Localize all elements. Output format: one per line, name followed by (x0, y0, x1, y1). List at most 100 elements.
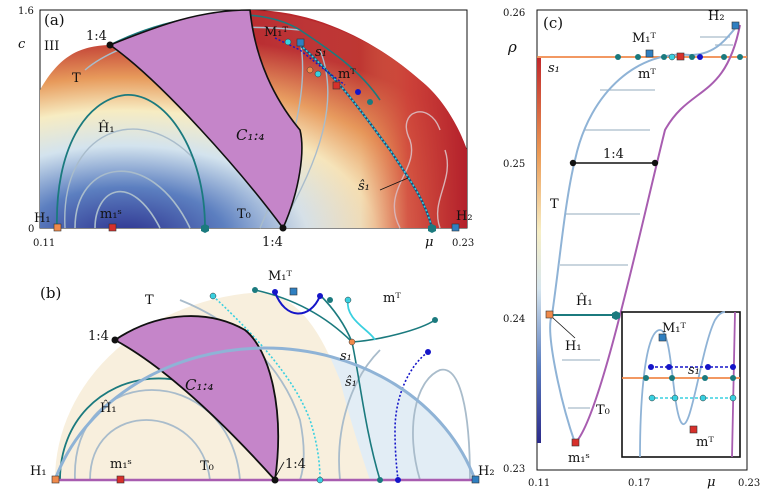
label-s1-c: s₁ (548, 61, 560, 76)
panel-c-rungs (560, 36, 733, 409)
region-label: III (44, 39, 59, 54)
h1hat-curve-a (56, 94, 206, 229)
marker-cyan-a (284, 38, 292, 46)
panel-c: (c) ρ 0.26 0.25 0.24 0.23 0.11 0.17 0.23… (503, 8, 760, 490)
label-r14-bottom-b: 1:4 (285, 457, 306, 472)
panel-a-contour (436, 149, 449, 229)
marker-teal-b2 (327, 297, 333, 303)
c14-region-a (108, 9, 303, 230)
marker-r14-top-b (111, 336, 119, 344)
marker-r14-bottom-a (279, 224, 287, 232)
label-t0-c: T₀ (596, 403, 610, 418)
marker-s1hat-end-a (428, 224, 436, 233)
marker-m1s-c (571, 438, 580, 447)
inset-marker (648, 364, 654, 370)
inset-frame (621, 311, 741, 458)
marker-blue-b3 (425, 349, 431, 355)
s1hat-pointer-a (379, 177, 409, 191)
marker-teal-b4 (377, 477, 383, 483)
label-r14-top-b: 1:4 (88, 329, 109, 344)
label-m1s-a: m₁ˢ (100, 207, 122, 222)
marker-s1-a (306, 66, 314, 74)
marker-h1hat-c (612, 311, 620, 320)
inset-marker (699, 394, 707, 402)
marker-blue-b1 (272, 289, 278, 295)
panel-b-contour (338, 349, 381, 481)
label-h1hat-b: Ĥ₁ (100, 400, 117, 416)
label-t0-b: T₀ (200, 459, 214, 474)
label-h1-c: H₁ (565, 339, 582, 354)
label-h2-b: H₂ (478, 464, 495, 479)
label-c14-b: C₁:₄ (185, 376, 214, 394)
panel-c-ytick-0: 0.26 (503, 8, 525, 19)
inset-marker (730, 364, 736, 370)
panel-a-contour (74, 170, 191, 229)
label-s1hat-b: ŝ₁ (345, 375, 357, 390)
marker-m1t-b (289, 287, 298, 296)
label-c14-a: C₁:₄ (236, 126, 265, 144)
c14-region-b (113, 315, 280, 483)
panel-a-ytick-bottom: 0 (28, 224, 34, 235)
marker-teal-c2 (635, 54, 641, 60)
r14-pointer-b (275, 461, 285, 477)
t-boundary-b (53, 346, 477, 481)
inset-label-mt: mᵀ (696, 435, 714, 450)
panel-b: (b) M₁ᵀ T mᵀ 1:4 C₁:₄ Ĥ₁ s₁ ŝ₁ H₁ m₁ˢ T₀… (30, 269, 495, 484)
label-mt-c: mᵀ (638, 67, 656, 82)
panel-c-colorbar (537, 58, 541, 443)
label-s1-b: s₁ (340, 349, 352, 364)
s1-curve-b-2 (351, 341, 381, 481)
marker-blue-b2 (317, 293, 323, 299)
label-h1-a: H₁ (34, 211, 51, 226)
marker-r14-bottom-b (271, 476, 279, 484)
panel-c-ytick-2: 0.24 (503, 314, 525, 325)
inset-label-s1: s₁ (688, 363, 700, 378)
marker-teal-c4 (689, 54, 695, 60)
panel-a-contour (64, 128, 196, 229)
label-m1t-b: M₁ᵀ (268, 269, 293, 284)
marker-blue-c1 (697, 54, 703, 60)
marker-h1-c (545, 310, 554, 319)
label-m1s-c: m₁ˢ (568, 451, 590, 466)
inset-mt-marker (689, 425, 698, 434)
label-t-b: T (145, 293, 154, 308)
panel-b-contour (412, 368, 471, 481)
inset-m1t-marker (658, 333, 667, 342)
marker-h1hat-a (201, 224, 209, 233)
dotted-cyan-b (212, 295, 321, 481)
inset-purple (731, 311, 736, 458)
panel-a: (a) III c 1.6 0 0.11 0.23 μ 1:4 1:4 T Ĥ₁… (18, 6, 474, 250)
label-h2-a: H₂ (456, 209, 473, 224)
panel-a-contour (393, 111, 441, 229)
inset-marker (666, 364, 672, 370)
panel-b-contour (74, 389, 241, 481)
panel-a-ylabel: c (18, 37, 26, 52)
marker-h2-c (731, 21, 740, 30)
panel-c-ylabel: ρ (507, 38, 517, 56)
marker-teal-b1 (252, 287, 258, 293)
marker-r14-left-c (569, 159, 577, 167)
marker-h1-b (51, 475, 60, 484)
panel-a-contour (94, 190, 161, 229)
marker-r14-top-a (106, 41, 114, 49)
marker-teal-c3 (661, 54, 667, 60)
panel-b-label: (b) (40, 284, 61, 302)
panel-a-label: (a) (44, 11, 65, 29)
panel-c-xtick-0: 0.11 (528, 478, 550, 489)
inset-marker (643, 375, 649, 381)
panel-a-xtick-left: 0.11 (33, 238, 55, 249)
inset-marker (702, 375, 708, 381)
mt-loop-b (347, 299, 376, 341)
label-h1hat-a: Ĥ₁ (98, 120, 115, 136)
panel-c-ytick-3: 0.23 (503, 464, 525, 475)
marker-m1t-a (296, 38, 305, 47)
label-t-a: T (72, 71, 81, 86)
inset-marker (648, 394, 656, 402)
label-m1t-a: M₁ᵀ (264, 25, 289, 40)
dotted-blue-b (394, 351, 429, 481)
label-h2-c: H₂ (708, 9, 725, 24)
inset-marker (729, 394, 737, 402)
label-h1-b: H₁ (30, 464, 47, 479)
